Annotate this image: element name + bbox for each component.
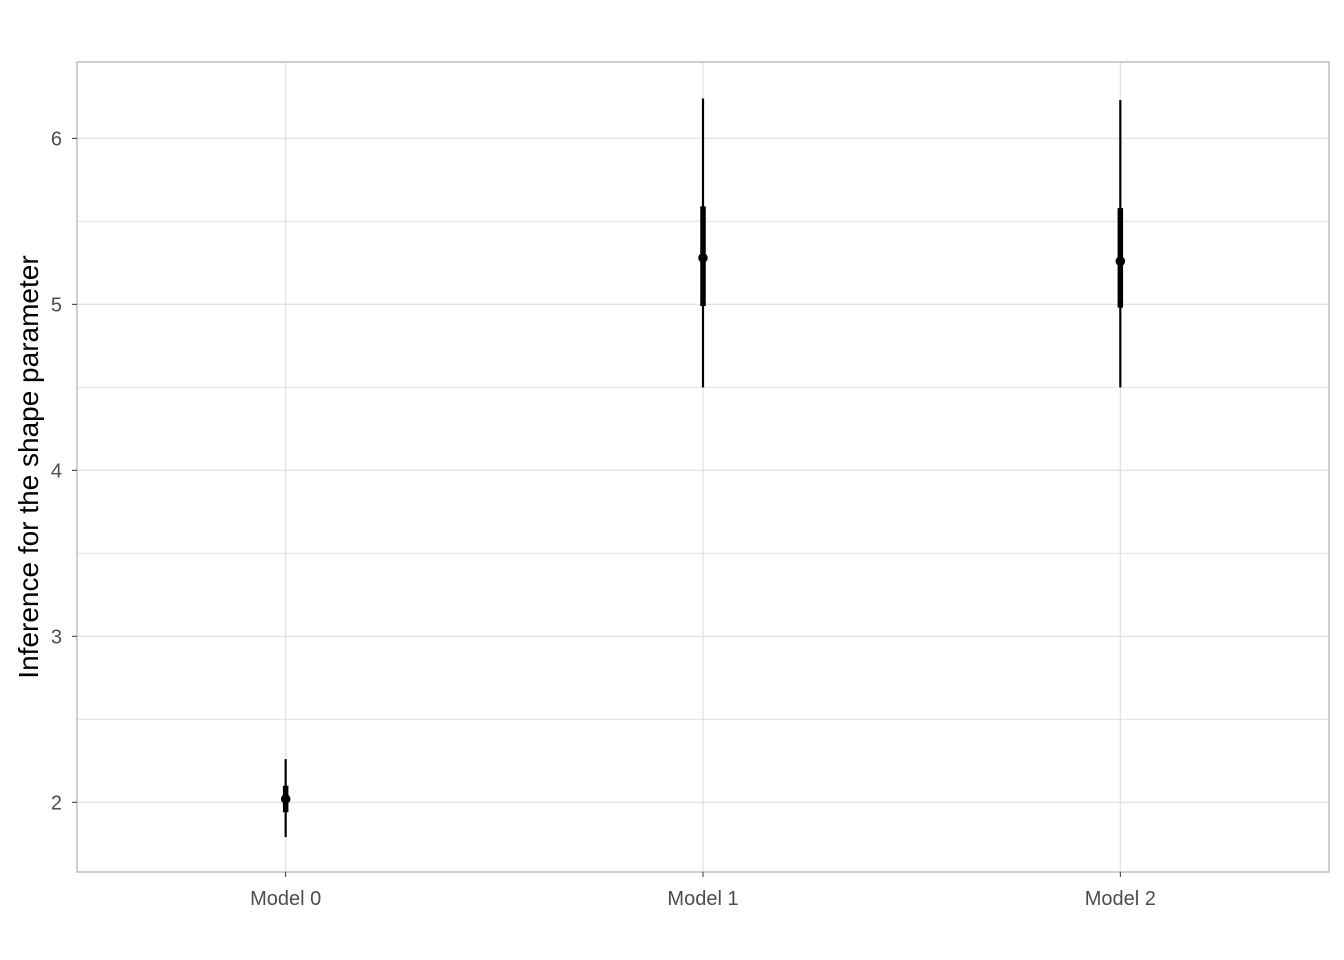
pointrange-model-1 — [698, 98, 708, 388]
y-tick-label: 5 — [51, 294, 62, 316]
x-tick-label: Model 1 — [667, 888, 738, 910]
y-tick-label: 2 — [51, 792, 62, 814]
point-estimate — [698, 253, 708, 263]
data-marks — [280, 98, 1126, 838]
y-tick-label: 6 — [51, 128, 62, 150]
y-tick-labels: 2 3 4 5 6 — [51, 128, 77, 814]
y-axis-title: Inference for the shape parameter — [13, 255, 44, 678]
pointrange-model-0 — [280, 759, 291, 838]
point-estimate — [280, 794, 291, 804]
y-tick-label: 3 — [51, 626, 62, 648]
x-tick-label: Model 2 — [1085, 888, 1156, 910]
point-estimate — [1115, 256, 1126, 266]
x-tick-label: Model 0 — [250, 888, 321, 910]
x-tick-labels: Model 0 Model 1 Model 2 — [250, 872, 1156, 910]
pointrange-model-2 — [1115, 100, 1126, 388]
y-tick-label: 4 — [51, 460, 62, 482]
